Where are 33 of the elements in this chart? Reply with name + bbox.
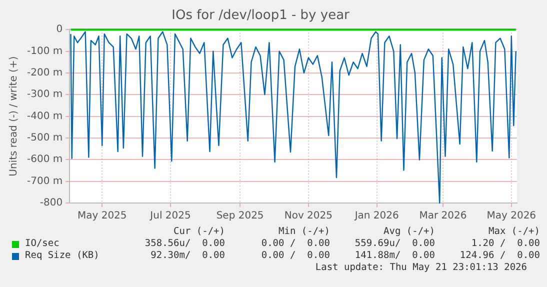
text: 124.96 / 0.00: [458, 250, 540, 262]
text: 0.00 / 0.00: [260, 238, 330, 250]
y-tick-label: -800: [40, 198, 63, 209]
text: 559.69u/ 0.00: [354, 238, 435, 250]
y-axis-title: Units read (-) / write (+): [8, 56, 20, 176]
x-tick-label: May 2025: [77, 210, 127, 222]
text: 358.56u/ 0.00: [144, 238, 225, 250]
text: Avg (-/+): [382, 226, 435, 238]
text: Max (-/+): [488, 226, 540, 238]
text: 141.88m/ 0.00: [354, 250, 435, 262]
chart-title: IOs for /dev/loop1 - by year: [172, 8, 350, 24]
legend-label: IO/sec: [25, 238, 60, 250]
text: 1.20 / 0.00: [470, 238, 540, 250]
text: Last update: Thu May 21 23:01:13 2026: [315, 262, 527, 273]
y-tick-label: -300 m: [26, 89, 63, 100]
text: 0.00 / 0.00: [260, 250, 330, 262]
y-tick-label: -700 m: [26, 176, 63, 187]
legend-label: Req Size (KB): [25, 250, 100, 262]
y-tick-label: 0: [56, 24, 63, 36]
x-tick-label: Sep 2025: [216, 210, 264, 222]
y-tick-label: -500 m: [26, 132, 63, 144]
y-tick-label: -200 m: [26, 68, 63, 79]
y-tick-label: -400 m: [26, 110, 63, 122]
text: 92.30m/ 0.00: [150, 250, 225, 262]
x-tick-label: Mar 2026: [419, 210, 467, 222]
text: Cur (-/+): [172, 226, 225, 238]
x-tick-label: Jan 2026: [354, 210, 399, 222]
y-tick-label: -600 m: [26, 154, 63, 166]
x-tick-label: May 2026: [486, 210, 536, 222]
y-tick-label: -100 m: [26, 46, 63, 57]
text: Min (-/+): [278, 226, 330, 238]
x-tick-label: Jul 2025: [149, 210, 191, 222]
x-tick-label: Nov 2025: [284, 210, 333, 222]
